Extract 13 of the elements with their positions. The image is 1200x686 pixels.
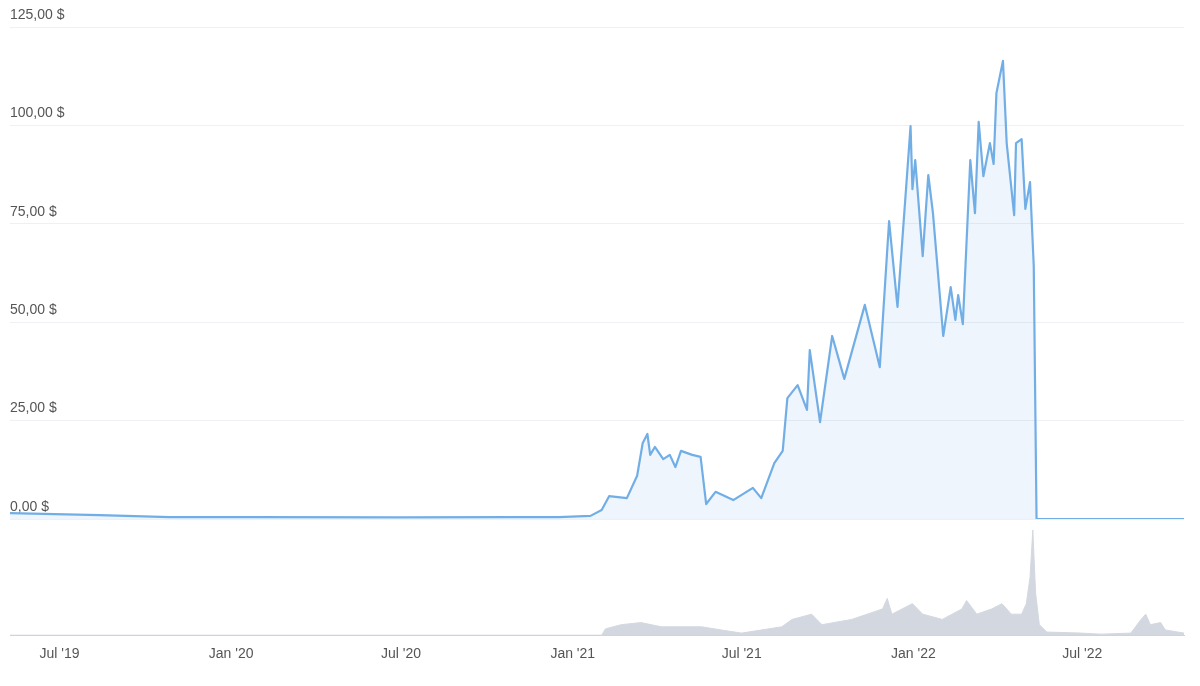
x-tick-label: Jul '21 xyxy=(721,645,762,662)
y-tick-label: 50,00 $ xyxy=(10,301,57,318)
y-tick-label: 75,00 $ xyxy=(10,202,57,219)
x-tick-label: Jan '22 xyxy=(891,645,936,662)
y-tick-label: 25,00 $ xyxy=(10,399,57,416)
x-tick-label: Jan '21 xyxy=(550,645,596,662)
x-tick-label: Jul '19 xyxy=(39,645,80,662)
y-tick-label: 100,00 $ xyxy=(10,104,65,121)
x-tick-label: Jul '22 xyxy=(1062,645,1103,662)
y-tick-label: 125,00 $ xyxy=(10,5,65,22)
x-tick-label: Jan '20 xyxy=(208,645,254,662)
x-tick-label: Jul '20 xyxy=(381,645,422,662)
y-tick-label: 0,00 $ xyxy=(10,497,50,514)
